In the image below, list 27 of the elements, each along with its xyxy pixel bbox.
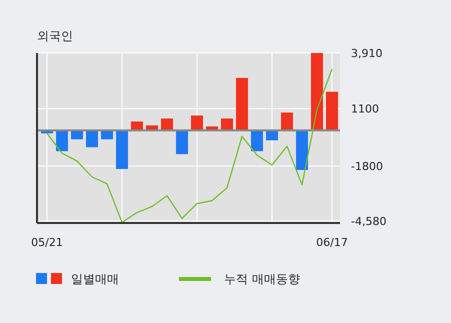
bar [161,118,173,130]
bar [101,130,113,140]
bar [281,112,293,130]
bar [71,130,83,140]
line-series [46,68,333,224]
y-tick-label: -4,580 [351,215,386,228]
bar [236,78,248,130]
x-tick-label: 05/21 [31,236,63,249]
legend-label: 누적 매매동향 [224,272,300,286]
chart-title: 외국인 [37,29,73,43]
bar [326,92,338,130]
bar [176,130,188,154]
bar [266,130,278,140]
y-tick-label: 1100 [351,102,379,116]
y-tick-label: -1800 [351,160,383,174]
bar [221,118,233,130]
bar [251,130,263,152]
y-tick-label: 3,910 [351,47,382,60]
bar [56,130,68,152]
bar [191,116,203,130]
bar [131,121,143,130]
bar [311,53,323,130]
bar [296,130,308,170]
bar [86,130,98,148]
x-tick-label: 06/17 [316,236,348,249]
bar [116,130,128,169]
legend-label: 일별매매 [71,272,119,286]
